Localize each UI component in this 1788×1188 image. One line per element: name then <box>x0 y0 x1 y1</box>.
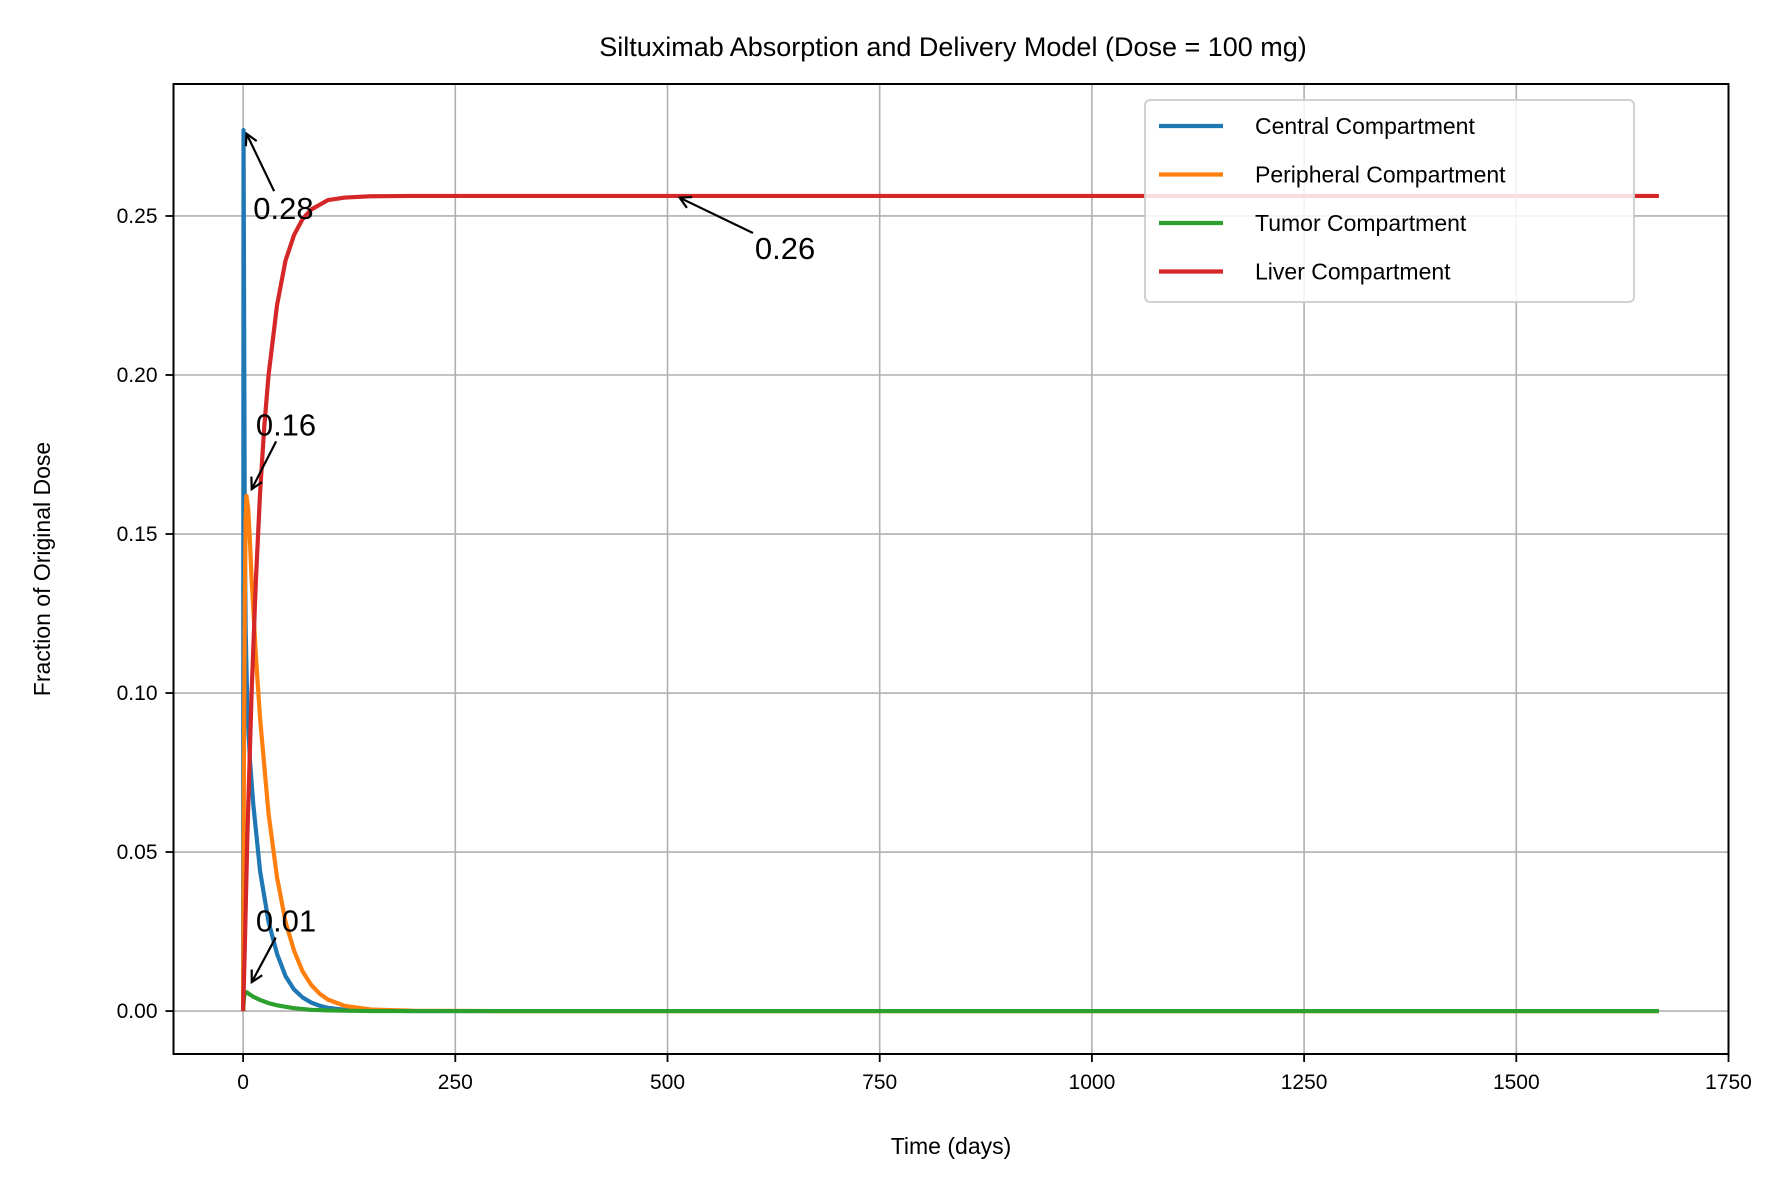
annotation-arrow <box>252 937 277 983</box>
annotation-arrow <box>252 440 278 489</box>
annotation-arrow <box>680 198 754 234</box>
x-tick-label: 1250 <box>1281 1071 1328 1094</box>
y-tick-label: 0.05 <box>117 841 158 864</box>
legend: Central Compartment Peripheral Compartmen… <box>1144 99 1635 303</box>
legend-label: Liver Compartment <box>1255 259 1451 285</box>
annotations: 0.28 0.16 0.01 0.26 <box>247 134 815 983</box>
legend-box <box>1144 99 1635 303</box>
x-axis: 0 250 500 750 1000 1250 1500 1750 <box>237 1054 1752 1094</box>
legend-label: Central Compartment <box>1255 113 1475 139</box>
y-tick-label: 0.25 <box>117 205 158 228</box>
chart-title: Siltuximab Absorption and Delivery Model… <box>599 32 1307 62</box>
x-tick-label: 500 <box>650 1071 685 1094</box>
legend-label: Peripheral Compartment <box>1255 162 1506 188</box>
annotation-label: 0.26 <box>755 231 815 266</box>
annotation-arrow <box>247 134 276 192</box>
y-tick-label: 0.00 <box>117 1000 158 1023</box>
y-tick-label: 0.10 <box>117 682 158 705</box>
x-tick-label: 1500 <box>1493 1071 1540 1094</box>
x-tick-label: 250 <box>438 1071 473 1094</box>
x-tick-label: 1750 <box>1705 1071 1752 1094</box>
y-axis-label: Fraction of Original Dose <box>29 442 55 696</box>
y-tick-label: 0.20 <box>117 364 158 387</box>
y-axis: 0.00 0.05 0.10 0.15 0.20 0.25 <box>117 205 174 1023</box>
annotation-label: 0.28 <box>253 191 313 226</box>
series-line-liver-compartment <box>241 193 1659 1012</box>
x-axis-label: Time (days) <box>891 1133 1012 1159</box>
x-tick-label: 1000 <box>1069 1071 1116 1094</box>
x-tick-label: 0 <box>237 1071 249 1094</box>
annotation-label: 0.16 <box>256 407 316 442</box>
legend-label: Tumor Compartment <box>1255 210 1467 236</box>
annotation-label: 0.01 <box>256 904 316 939</box>
y-tick-label: 0.15 <box>117 523 158 546</box>
plot-frame <box>172 83 1730 1055</box>
series-layer <box>241 128 1659 1014</box>
x-tick-label: 750 <box>862 1071 897 1094</box>
